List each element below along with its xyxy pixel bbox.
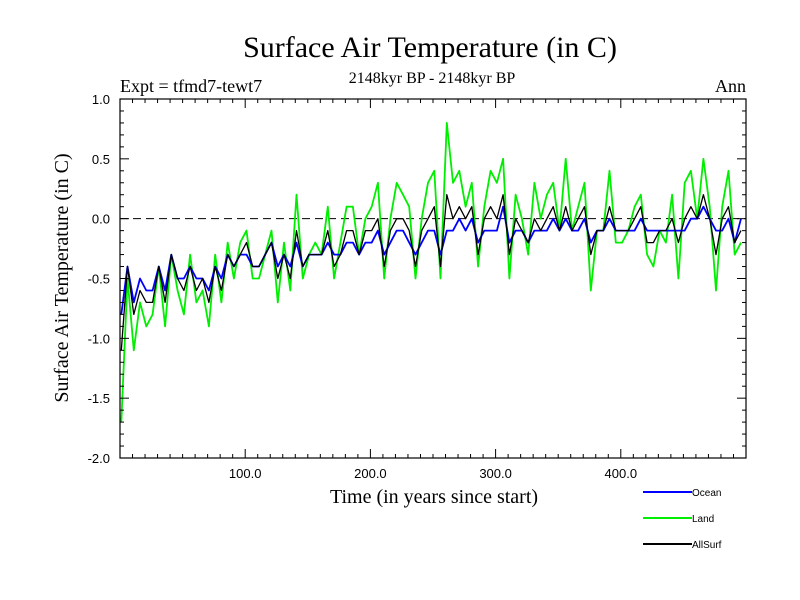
x-axis-label: Time (in years since start)	[330, 486, 538, 508]
y-tick-label: -1.5	[88, 391, 110, 406]
experiment-label: Expt = tfmd7-tewt7	[120, 76, 262, 96]
chart-title: Surface Air Temperature (in C)	[243, 31, 617, 64]
legend-label-allsurf: AllSurf	[692, 540, 722, 551]
x-tick-label: 200.0	[354, 466, 387, 481]
y-tick-label: 0.0	[92, 212, 110, 227]
series-line-ocean	[120, 205, 742, 315]
y-tick-label: 1.0	[92, 92, 110, 107]
y-tick-label: -2.0	[88, 451, 110, 466]
x-tick-label: 300.0	[479, 466, 512, 481]
y-tick-label: -0.5	[88, 272, 110, 287]
period-label: Ann	[715, 76, 746, 96]
series-line-allsurf	[120, 194, 742, 351]
legend-label-ocean: Ocean	[692, 488, 721, 499]
x-tick-label: 400.0	[605, 466, 638, 481]
chart-subtitle: 2148kyr BP - 2148kyr BP	[349, 70, 516, 87]
y-axis-label: Surface Air Temperature (in C)	[51, 153, 73, 402]
y-tick-label: 0.5	[92, 152, 110, 167]
legend: Ocean Land AllSurf	[643, 488, 722, 551]
legend-label-land: Land	[692, 514, 714, 525]
y-tick-label: -1.0	[88, 331, 110, 346]
x-tick-label: 100.0	[229, 466, 262, 481]
